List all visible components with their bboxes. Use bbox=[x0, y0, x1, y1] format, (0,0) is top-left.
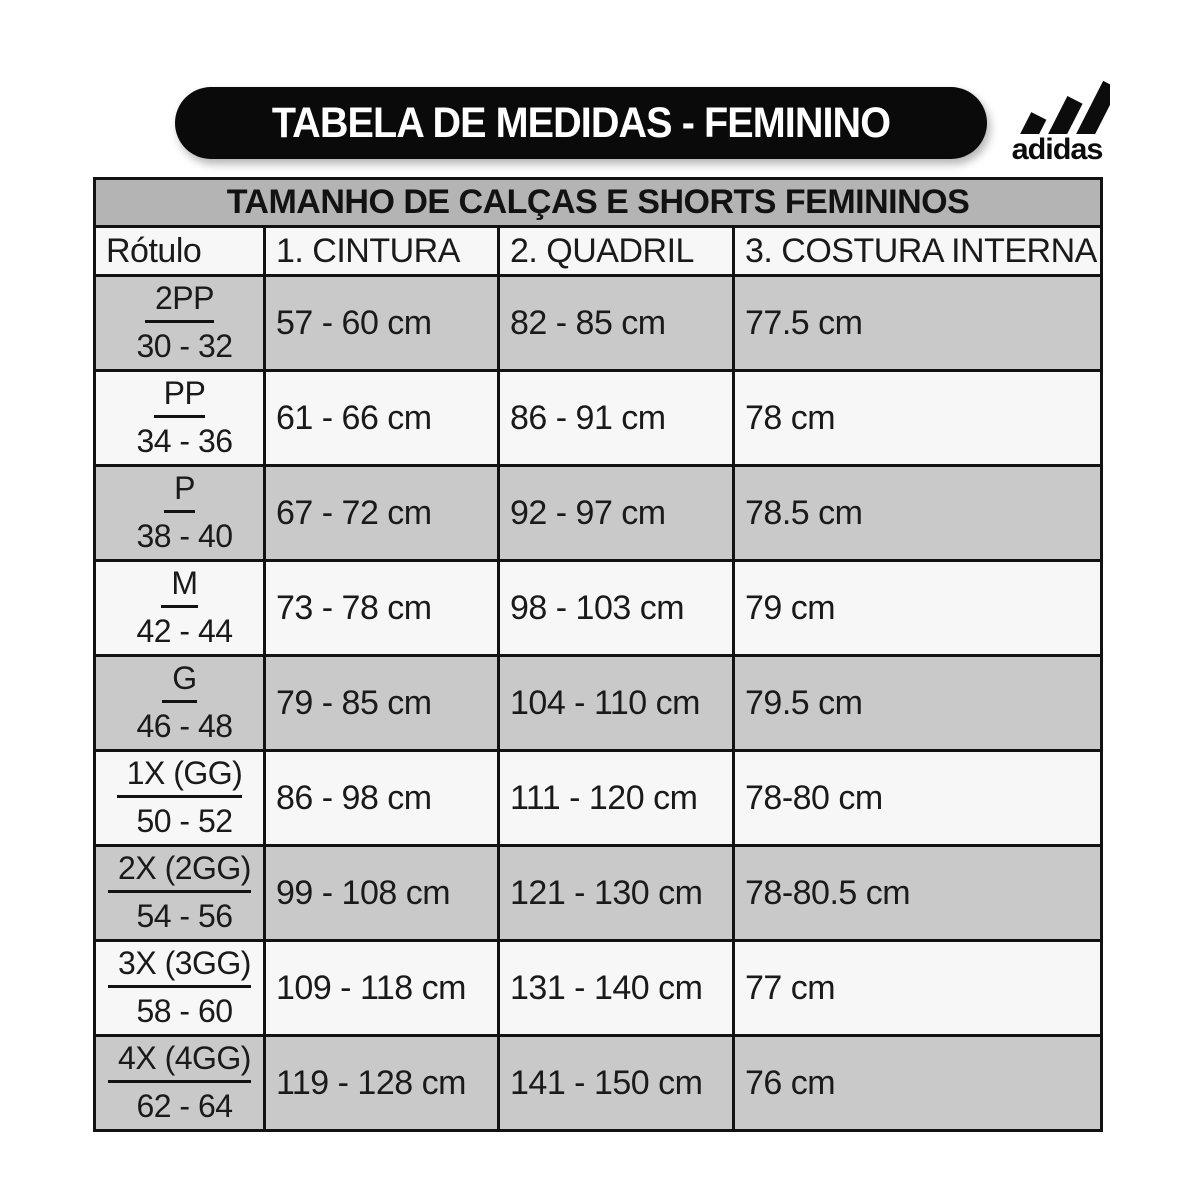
inseam-value: 78-80 cm bbox=[732, 752, 1100, 844]
size-range: 50 - 52 bbox=[136, 802, 233, 839]
size-label-cell: 2X (2GG) 54 - 56 bbox=[96, 847, 263, 939]
adidas-stripe-icon bbox=[1014, 112, 1047, 134]
adidas-stripe-icon bbox=[1042, 96, 1083, 134]
adidas-wordmark: adidas bbox=[1011, 133, 1104, 166]
table-row: PP 34 - 36 61 - 66 cm 86 - 91 cm 78 cm bbox=[96, 369, 1100, 464]
table-body: 2PP 30 - 32 57 - 60 cm 82 - 85 cm 77.5 c… bbox=[96, 274, 1100, 1129]
hip-value: 141 - 150 cm bbox=[497, 1037, 732, 1129]
size-range: 62 - 64 bbox=[136, 1087, 233, 1124]
table-row: P 38 - 40 67 - 72 cm 92 - 97 cm 78.5 cm bbox=[96, 464, 1100, 559]
adidas-three-stripes-icon bbox=[1004, 78, 1110, 134]
table-row: 2PP 30 - 32 57 - 60 cm 82 - 85 cm 77.5 c… bbox=[96, 274, 1100, 369]
size-range: 34 - 36 bbox=[136, 422, 233, 459]
waist-value: 73 - 78 cm bbox=[263, 562, 497, 654]
table-row: 3X (3GG) 58 - 60 109 - 118 cm 131 - 140 … bbox=[96, 939, 1100, 1034]
title-banner: TABELA DE MEDIDAS - FEMININO bbox=[175, 87, 987, 159]
size-range: 30 - 32 bbox=[136, 327, 233, 364]
size-label-cell: M 42 - 44 bbox=[96, 562, 263, 654]
adidas-logo: adidas bbox=[1004, 78, 1110, 165]
size-label-cell: 4X (4GG) 62 - 64 bbox=[96, 1037, 263, 1129]
size-label: P bbox=[164, 467, 195, 513]
hip-value: 92 - 97 cm bbox=[497, 467, 732, 559]
hip-value: 82 - 85 cm bbox=[497, 277, 732, 369]
size-label: G bbox=[162, 657, 197, 703]
waist-value: 57 - 60 cm bbox=[263, 277, 497, 369]
waist-value: 119 - 128 cm bbox=[263, 1037, 497, 1129]
hip-value: 98 - 103 cm bbox=[497, 562, 732, 654]
column-header-quadril: 2. QUADRIL bbox=[497, 228, 732, 274]
size-label: 1X (GG) bbox=[116, 752, 243, 798]
table-row: G 46 - 48 79 - 85 cm 104 - 110 cm 79.5 c… bbox=[96, 654, 1100, 749]
size-label: 2PP bbox=[145, 277, 214, 323]
waist-value: 99 - 108 cm bbox=[263, 847, 497, 939]
inseam-value: 79 cm bbox=[732, 562, 1100, 654]
size-label-cell: P 38 - 40 bbox=[96, 467, 263, 559]
waist-value: 86 - 98 cm bbox=[263, 752, 497, 844]
hip-value: 86 - 91 cm bbox=[497, 372, 732, 464]
page-title: TABELA DE MEDIDAS - FEMININO bbox=[271, 98, 891, 147]
size-range: 42 - 44 bbox=[136, 612, 233, 649]
size-range: 54 - 56 bbox=[136, 897, 233, 934]
size-label: PP bbox=[153, 372, 206, 418]
inseam-value: 77 cm bbox=[732, 942, 1100, 1034]
size-label: 3X (3GG) bbox=[108, 942, 251, 988]
waist-value: 67 - 72 cm bbox=[263, 467, 497, 559]
size-range: 58 - 60 bbox=[136, 992, 233, 1029]
size-label-cell: 2PP 30 - 32 bbox=[96, 277, 263, 369]
table-row: 4X (4GG) 62 - 64 119 - 128 cm 141 - 150 … bbox=[96, 1034, 1100, 1129]
table-caption: TAMANHO DE CALÇAS E SHORTS FEMININOS bbox=[96, 180, 1100, 228]
column-header-rotulo: Rótulo bbox=[106, 231, 202, 270]
table-row: 2X (2GG) 54 - 56 99 - 108 cm 121 - 130 c… bbox=[96, 844, 1100, 939]
inseam-value: 78.5 cm bbox=[732, 467, 1100, 559]
inseam-value: 78 cm bbox=[732, 372, 1100, 464]
inseam-value: 78-80.5 cm bbox=[732, 847, 1100, 939]
size-label: M bbox=[161, 562, 198, 608]
hip-value: 131 - 140 cm bbox=[497, 942, 732, 1034]
column-header-row: Rótulo 1. CINTURA 2. QUADRIL 3. COSTURA … bbox=[96, 228, 1100, 274]
waist-value: 61 - 66 cm bbox=[263, 372, 497, 464]
size-label-cell: PP 34 - 36 bbox=[96, 372, 263, 464]
waist-value: 109 - 118 cm bbox=[263, 942, 497, 1034]
hip-value: 104 - 110 cm bbox=[497, 657, 732, 749]
column-header-cintura: 1. CINTURA bbox=[263, 228, 497, 274]
hip-value: 111 - 120 cm bbox=[497, 752, 732, 844]
size-label-cell: G 46 - 48 bbox=[96, 657, 263, 749]
size-range: 38 - 40 bbox=[136, 517, 233, 554]
size-label-cell: 3X (3GG) 58 - 60 bbox=[96, 942, 263, 1034]
size-label-cell: 1X (GG) 50 - 52 bbox=[96, 752, 263, 844]
inseam-value: 77.5 cm bbox=[732, 277, 1100, 369]
table-row: 1X (GG) 50 - 52 86 - 98 cm 111 - 120 cm … bbox=[96, 749, 1100, 844]
inseam-value: 76 cm bbox=[732, 1037, 1100, 1129]
column-header-costura-interna: 3. COSTURA INTERNA bbox=[732, 228, 1100, 274]
inseam-value: 79.5 cm bbox=[732, 657, 1100, 749]
waist-value: 79 - 85 cm bbox=[263, 657, 497, 749]
size-range: 46 - 48 bbox=[136, 707, 233, 744]
size-label: 4X (4GG) bbox=[108, 1037, 251, 1083]
hip-value: 121 - 130 cm bbox=[497, 847, 732, 939]
table-row: M 42 - 44 73 - 78 cm 98 - 103 cm 79 cm bbox=[96, 559, 1100, 654]
size-label: 2X (2GG) bbox=[108, 847, 251, 893]
size-table: TAMANHO DE CALÇAS E SHORTS FEMININOS Rót… bbox=[93, 177, 1103, 1132]
